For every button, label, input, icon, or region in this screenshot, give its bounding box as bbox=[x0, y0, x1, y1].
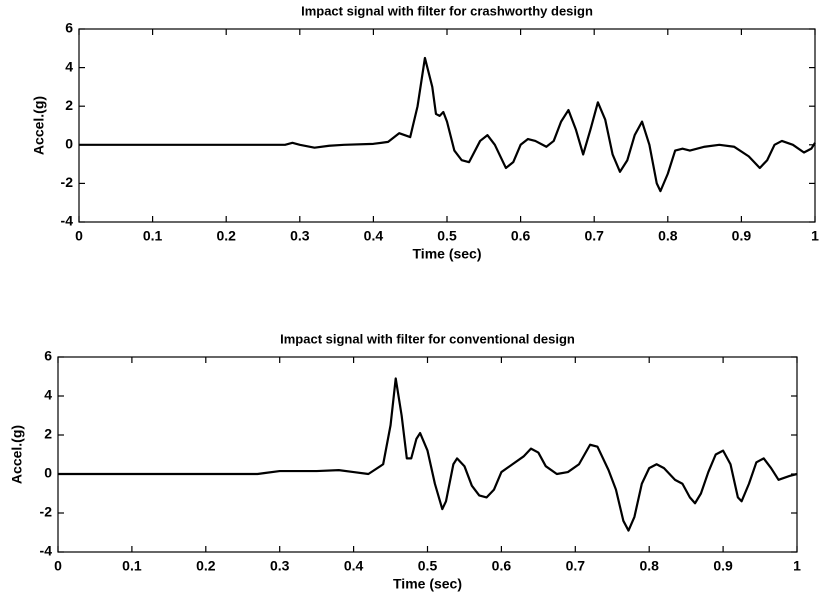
x-tick-label: 0.2 bbox=[216, 228, 236, 244]
y-tick-label: 2 bbox=[65, 97, 73, 113]
x-axis-label: Time (sec) bbox=[393, 576, 462, 592]
x-tick-label: 0.6 bbox=[511, 228, 531, 244]
x-tick-label: 0 bbox=[54, 558, 62, 574]
y-tick-label: 6 bbox=[44, 348, 52, 364]
y-tick-label: 4 bbox=[44, 387, 52, 403]
y-tick-label: 2 bbox=[44, 426, 52, 442]
signal-line bbox=[58, 377, 798, 532]
x-tick-label: 1 bbox=[811, 228, 819, 244]
x-tick-label: 0.4 bbox=[344, 558, 364, 574]
y-tick-label: -2 bbox=[40, 504, 53, 520]
x-tick-label: 0.3 bbox=[290, 228, 310, 244]
x-tick-label: 0.6 bbox=[492, 558, 512, 574]
x-tick-label: 0.7 bbox=[584, 228, 604, 244]
y-tick-label: -4 bbox=[40, 543, 53, 559]
x-tick-label: 0.8 bbox=[658, 228, 678, 244]
x-tick-label: 0.1 bbox=[122, 558, 142, 574]
y-tick-label: 6 bbox=[65, 20, 73, 36]
y-tick-label: 0 bbox=[44, 465, 52, 481]
x-tick-label: 0.2 bbox=[196, 558, 216, 574]
y-tick-label: -4 bbox=[61, 213, 74, 229]
y-axis-label: Accel.(g) bbox=[9, 425, 25, 484]
x-tick-label: 0.8 bbox=[639, 558, 659, 574]
x-axis-label: Time (sec) bbox=[413, 246, 482, 262]
x-tick-label: 0.9 bbox=[713, 558, 733, 574]
x-tick-label: 0.3 bbox=[270, 558, 290, 574]
y-tick-label: 0 bbox=[65, 136, 73, 152]
y-tick-label: -2 bbox=[61, 174, 74, 190]
x-tick-label: 0 bbox=[75, 228, 83, 244]
signal-line bbox=[79, 56, 816, 193]
x-tick-label: 0.5 bbox=[418, 558, 438, 574]
x-tick-label: 0.4 bbox=[364, 228, 384, 244]
x-tick-label: 0.1 bbox=[143, 228, 163, 244]
chart-title: Impact signal with filter for convention… bbox=[280, 331, 575, 346]
y-axis-label: Accel.(g) bbox=[31, 96, 47, 155]
chart-title: Impact signal with filter for crashworth… bbox=[301, 3, 593, 18]
x-tick-label: 1 bbox=[793, 558, 801, 574]
y-tick-label: 4 bbox=[65, 58, 73, 74]
x-tick-label: 0.7 bbox=[566, 558, 586, 574]
x-tick-label: 0.9 bbox=[732, 228, 752, 244]
x-tick-label: 0.5 bbox=[437, 228, 457, 244]
